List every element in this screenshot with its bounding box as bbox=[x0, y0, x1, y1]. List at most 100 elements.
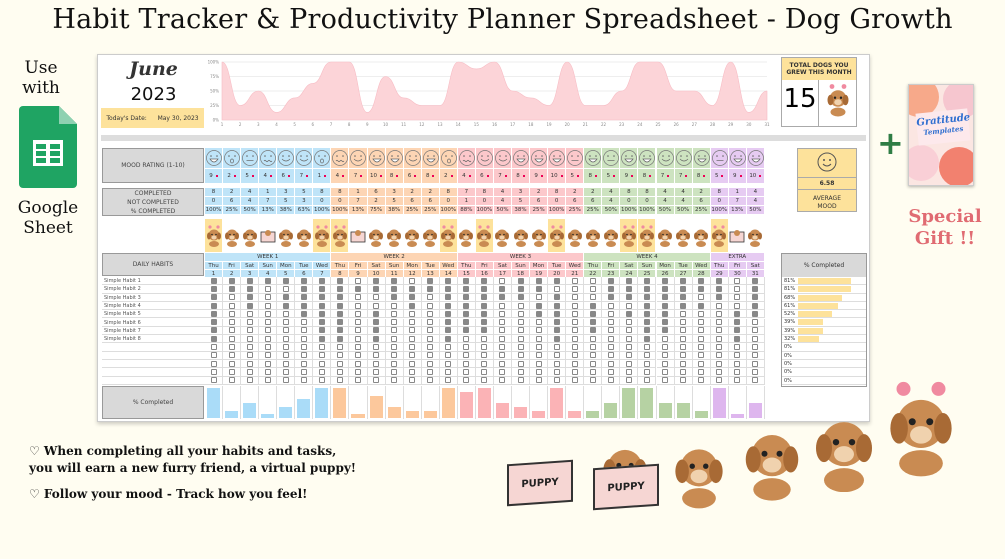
habit-checkbox[interactable] bbox=[318, 377, 325, 384]
habit-checkbox[interactable] bbox=[264, 319, 271, 326]
habit-checkbox[interactable] bbox=[517, 360, 524, 367]
habit-checkbox[interactable] bbox=[264, 285, 271, 292]
habit-checkbox[interactable] bbox=[336, 360, 343, 367]
habit-checkbox[interactable] bbox=[607, 294, 614, 301]
habit-checkbox[interactable] bbox=[463, 310, 470, 317]
habit-checkbox[interactable] bbox=[391, 277, 398, 284]
habit-checkbox[interactable] bbox=[246, 360, 253, 367]
habit-checkbox[interactable] bbox=[282, 319, 289, 326]
habit-checkbox[interactable] bbox=[589, 352, 596, 359]
habit-checkbox[interactable] bbox=[643, 360, 650, 367]
habit-checkbox[interactable] bbox=[373, 352, 380, 359]
habit-checkbox[interactable] bbox=[391, 368, 398, 375]
habit-checkbox[interactable] bbox=[535, 352, 542, 359]
habit-checkbox[interactable] bbox=[643, 277, 650, 284]
habit-checkbox[interactable] bbox=[553, 377, 560, 384]
habit-checkbox[interactable] bbox=[571, 294, 578, 301]
habit-checkbox[interactable] bbox=[716, 319, 723, 326]
habit-checkbox[interactable] bbox=[373, 377, 380, 384]
habit-checkbox[interactable] bbox=[409, 294, 416, 301]
habit-checkbox[interactable] bbox=[517, 319, 524, 326]
dropdown-arrow-icon[interactable] bbox=[396, 175, 399, 177]
dropdown-arrow-icon[interactable] bbox=[703, 175, 706, 177]
habit-checkbox[interactable] bbox=[752, 344, 759, 351]
habit-checkbox[interactable] bbox=[228, 344, 235, 351]
habit-checkbox[interactable] bbox=[625, 327, 632, 334]
habit-checkbox[interactable] bbox=[752, 327, 759, 334]
mood-select[interactable]: 2 bbox=[223, 168, 242, 183]
mood-select[interactable]: 6 bbox=[277, 168, 296, 183]
habit-checkbox[interactable] bbox=[427, 377, 434, 384]
habit-checkbox[interactable] bbox=[698, 368, 705, 375]
habit-name[interactable] bbox=[102, 360, 205, 369]
habit-checkbox[interactable] bbox=[481, 285, 488, 292]
habit-checkbox[interactable] bbox=[643, 310, 650, 317]
habit-checkbox[interactable] bbox=[680, 319, 687, 326]
habit-checkbox[interactable] bbox=[698, 344, 705, 351]
habit-checkbox[interactable] bbox=[589, 327, 596, 334]
habit-checkbox[interactable] bbox=[716, 310, 723, 317]
habit-checkbox[interactable] bbox=[264, 302, 271, 309]
habit-checkbox[interactable] bbox=[625, 294, 632, 301]
habit-checkbox[interactable] bbox=[734, 319, 741, 326]
habit-checkbox[interactable] bbox=[210, 277, 217, 284]
habit-checkbox[interactable] bbox=[499, 277, 506, 284]
dropdown-arrow-icon[interactable] bbox=[739, 175, 742, 177]
habit-checkbox[interactable] bbox=[373, 368, 380, 375]
habit-checkbox[interactable] bbox=[752, 302, 759, 309]
habit-checkbox[interactable] bbox=[282, 302, 289, 309]
habit-checkbox[interactable] bbox=[607, 344, 614, 351]
habit-checkbox[interactable] bbox=[499, 319, 506, 326]
habit-checkbox[interactable] bbox=[517, 335, 524, 342]
mood-select[interactable]: 6 bbox=[403, 168, 422, 183]
habit-checkbox[interactable] bbox=[427, 319, 434, 326]
dropdown-arrow-icon[interactable] bbox=[251, 175, 254, 177]
habit-checkbox[interactable] bbox=[553, 302, 560, 309]
habit-checkbox[interactable] bbox=[391, 302, 398, 309]
habit-checkbox[interactable] bbox=[336, 344, 343, 351]
habit-checkbox[interactable] bbox=[481, 344, 488, 351]
habit-checkbox[interactable] bbox=[643, 327, 650, 334]
habit-checkbox[interactable] bbox=[373, 294, 380, 301]
habit-checkbox[interactable] bbox=[535, 302, 542, 309]
habit-checkbox[interactable] bbox=[481, 368, 488, 375]
habit-checkbox[interactable] bbox=[264, 360, 271, 367]
habit-checkbox[interactable] bbox=[354, 377, 361, 384]
habit-checkbox[interactable] bbox=[752, 285, 759, 292]
mood-select[interactable]: 10 bbox=[367, 168, 386, 183]
habit-checkbox[interactable] bbox=[499, 302, 506, 309]
habit-checkbox[interactable] bbox=[445, 377, 452, 384]
habit-checkbox[interactable] bbox=[625, 310, 632, 317]
habit-checkbox[interactable] bbox=[463, 285, 470, 292]
dropdown-arrow-icon[interactable] bbox=[759, 175, 762, 177]
habit-checkbox[interactable] bbox=[354, 294, 361, 301]
habit-checkbox[interactable] bbox=[571, 352, 578, 359]
dropdown-arrow-icon[interactable] bbox=[613, 175, 616, 177]
habit-checkbox[interactable] bbox=[734, 277, 741, 284]
habit-checkbox[interactable] bbox=[318, 360, 325, 367]
habit-checkbox[interactable] bbox=[210, 302, 217, 309]
habit-name[interactable] bbox=[102, 352, 205, 360]
habit-checkbox[interactable] bbox=[409, 335, 416, 342]
habit-checkbox[interactable] bbox=[662, 327, 669, 334]
habit-checkbox[interactable] bbox=[589, 319, 596, 326]
habit-checkbox[interactable] bbox=[752, 377, 759, 384]
mood-select[interactable]: 4 bbox=[259, 168, 278, 183]
habit-checkbox[interactable] bbox=[662, 335, 669, 342]
habit-checkbox[interactable] bbox=[210, 319, 217, 326]
habit-checkbox[interactable] bbox=[246, 377, 253, 384]
habit-checkbox[interactable] bbox=[589, 277, 596, 284]
habit-checkbox[interactable] bbox=[734, 327, 741, 334]
habit-name[interactable]: Simple Habit 3 bbox=[102, 294, 205, 302]
habit-checkbox[interactable] bbox=[698, 285, 705, 292]
habit-checkbox[interactable] bbox=[264, 368, 271, 375]
habit-checkbox[interactable] bbox=[680, 277, 687, 284]
habit-checkbox[interactable] bbox=[318, 310, 325, 317]
mood-select[interactable]: 9 bbox=[620, 168, 639, 183]
habit-checkbox[interactable] bbox=[409, 368, 416, 375]
habit-checkbox[interactable] bbox=[246, 352, 253, 359]
habit-checkbox[interactable] bbox=[680, 327, 687, 334]
habit-checkbox[interactable] bbox=[391, 335, 398, 342]
habit-checkbox[interactable] bbox=[409, 277, 416, 284]
habit-checkbox[interactable] bbox=[445, 319, 452, 326]
